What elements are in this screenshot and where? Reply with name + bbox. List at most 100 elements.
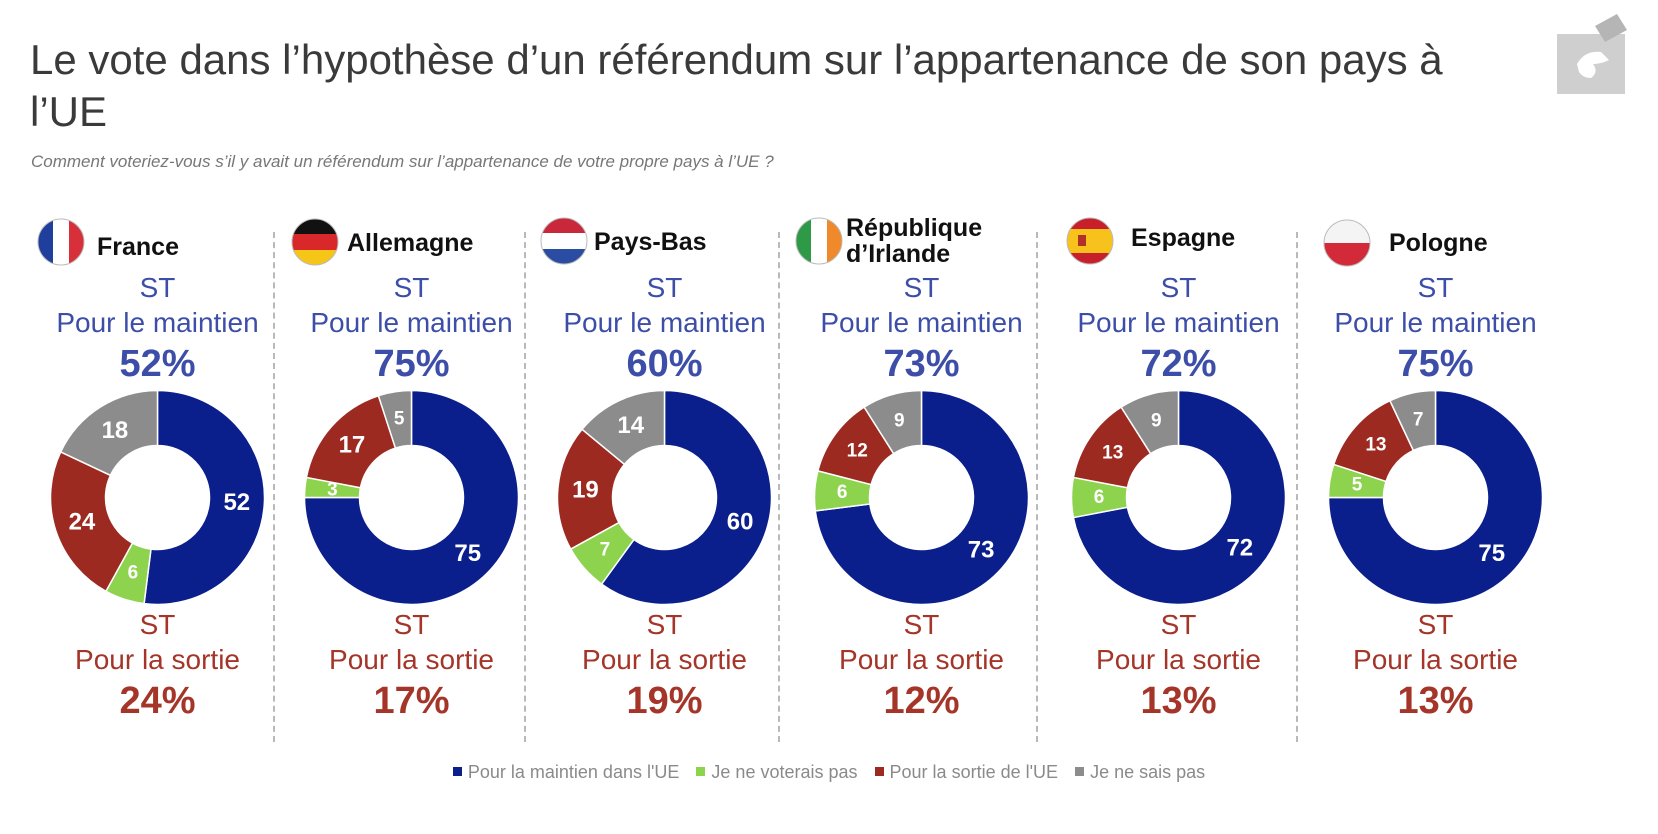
legend-label: Pour la sortie de l'UE [889,762,1059,782]
donut-value-label: 24 [69,509,96,536]
donut-segment-ne_sais_pas [1388,389,1437,452]
donut-segment-maintien [600,389,773,606]
donut-value-label: 7 [1413,409,1424,430]
country-panel-espagne: Espagne ST Pour le maintien 72% 72 6 13 9 S… [1046,215,1311,755]
legend-item-ne-sais-pas: Je ne sais pas [1075,762,1205,783]
legend-item-voterais-pas: Je ne voterais pas [696,762,858,783]
stay-summary: ST Pour le maintien 72% [1046,271,1311,387]
donut-segment-sortie [49,450,134,593]
leave-label: Pour la sortie [1096,644,1261,675]
leave-st-label: ST [139,609,176,640]
stay-percent: 75% [1397,343,1474,385]
donut-value-label: 5 [1352,475,1363,496]
leave-percent: 13% [1140,680,1217,722]
leave-st-label: ST [393,609,430,640]
country-header: Allemagne [279,215,544,273]
donut-value-label: 14 [617,412,644,439]
panel-divider [778,232,780,742]
legend-label: Je ne voterais pas [711,762,858,782]
leave-percent: 24% [119,680,196,722]
donut-value-label: 72 [1226,535,1253,562]
donut-chart: 72 6 13 9 [1070,389,1287,606]
country-header: République d’Irlande [789,215,1054,273]
stay-st-label: ST [903,272,940,303]
stay-percent: 60% [626,343,703,385]
country-name: Pays-Bas [594,228,707,256]
hand-ballot-icon [1557,14,1627,94]
donut-segment-maintien [1072,389,1287,606]
donut-value-label: 5 [394,409,405,430]
donut-value-label: 19 [572,477,599,504]
donut-value-label: 13 [1102,442,1123,463]
stay-label: Pour le maintien [820,307,1023,338]
legend-label: Pour la maintien dans l'UE [467,762,680,782]
stay-percent: 72% [1140,343,1217,385]
donut-chart: 60 7 19 14 [556,389,773,606]
stay-label: Pour le maintien [1334,307,1537,338]
country-panel-allemagne: Allemagne ST Pour le maintien 75% 75 3 17 5… [279,215,544,755]
donut-value-label: 75 [454,540,481,567]
stay-label: Pour le maintien [1077,307,1280,338]
stay-st-label: ST [139,272,176,303]
leave-label: Pour la sortie [75,644,240,675]
leave-summary: ST Pour la sortie 24% [25,608,290,724]
donut-segment-maintien [303,389,520,606]
legend-label: Je ne sais pas [1090,762,1206,782]
panel-divider [273,232,275,742]
legend-swatch [696,767,706,776]
donut-value-label: 60 [727,509,754,536]
donut-value-label: 6 [1094,487,1105,508]
donut-value-label: 17 [339,431,366,458]
donut-value-label: 75 [1478,540,1505,567]
donut-chart: 52 6 24 18 [49,389,266,606]
stay-st-label: ST [646,272,683,303]
country-name: France [97,233,179,261]
country-header: Pays-Bas [532,215,797,273]
donut-chart: 75 513 7 [1327,389,1544,606]
chart-subtitle: Comment voteriez-vous s’il y avait un ré… [31,152,774,171]
donut-segment-ne_sais_pas [1120,389,1180,455]
donut-segment-maintien [1327,389,1544,606]
leave-percent: 13% [1397,680,1474,722]
donut-segment-maintien [814,389,1030,606]
stay-summary: ST Pour le maintien 75% [1303,271,1568,387]
stay-st-label: ST [393,272,430,303]
poland-flag-icon [1323,219,1371,267]
leave-label: Pour la sortie [1353,644,1518,675]
stay-summary: ST Pour le maintien 73% [789,271,1054,387]
donut-value-label: 13 [1365,434,1386,455]
donut-chart: 75 3 17 5 [303,389,520,606]
stay-summary: ST Pour le maintien 75% [279,271,544,387]
spain-flag-icon [1066,217,1114,265]
donut-value-label: 73 [968,537,995,564]
leave-summary: ST Pour la sortie 13% [1303,608,1568,724]
leave-st-label: ST [646,609,683,640]
country-name: Allemagne [347,229,474,257]
panel-divider [524,232,526,742]
legend-item-maintien: Pour la maintien dans l'UE [452,762,680,783]
country-panel-irlande: République d’Irlande ST Pour le maintien… [789,215,1054,755]
donut-value-label: 7 [600,540,611,561]
donut-value-label: 52 [223,489,250,516]
country-name: République d’Irlande [846,214,983,268]
panel-divider [1036,232,1038,742]
stay-label: Pour le maintien [563,307,766,338]
leave-summary: ST Pour la sortie 17% [279,608,544,724]
donut-value-label: 6 [128,563,139,584]
leave-percent: 17% [373,680,450,722]
country-header: Espagne [1046,215,1311,273]
country-panel-france: France ST Pour le maintien 52% 52 6 24 18 S… [25,215,290,755]
country-name: Pologne [1389,229,1488,257]
germany-flag-icon [291,218,339,266]
leave-percent: 12% [883,680,960,722]
stay-percent: 73% [883,343,960,385]
stay-st-label: ST [1160,272,1197,303]
donut-value-label: 12 [847,440,868,461]
donut-value-label: 9 [1151,411,1162,432]
donut-segment-ne_sais_pas [59,389,159,477]
stay-label: Pour le maintien [56,307,259,338]
country-header: Pologne [1303,215,1568,273]
donut-value-label: 9 [894,411,905,432]
country-panel-pologne: Pologne ST Pour le maintien 75% 75 5 13 7 S… [1303,215,1568,755]
ireland-flag-icon [795,217,843,265]
